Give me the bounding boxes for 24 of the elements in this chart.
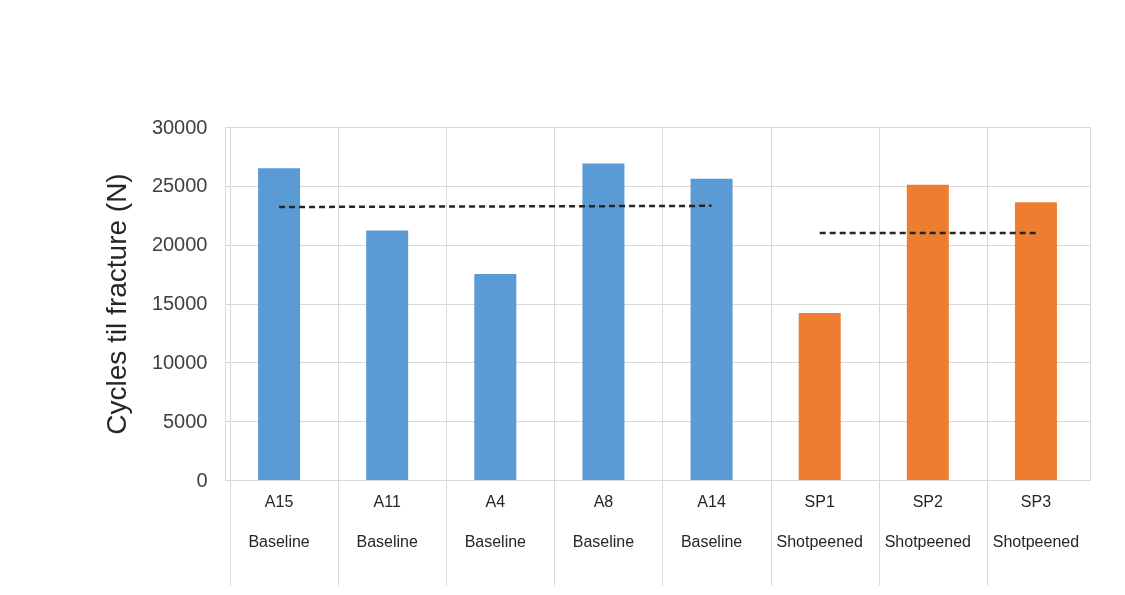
- y-tick-label: 15000: [151, 292, 208, 314]
- y-axis-title: Cycles til fracture (N): [100, 173, 132, 435]
- category-label: A11 Baseline: [356, 492, 418, 550]
- category-label: SP3 Shotpeened: [992, 492, 1080, 550]
- category-label: A8 Baseline: [572, 492, 635, 550]
- y-tick-label: 20000: [151, 233, 208, 256]
- category-label: A15 Baseline: [248, 492, 310, 550]
- category-label: A4 Baseline: [464, 492, 526, 550]
- bar: [582, 163, 625, 480]
- bar: [474, 274, 517, 480]
- bar: [798, 312, 841, 480]
- bar: [366, 230, 409, 480]
- y-tick-label: 5000: [163, 409, 208, 432]
- y-tick-label: 25000: [151, 174, 208, 197]
- bar: [1014, 202, 1057, 480]
- category-label: SP1 Shotpeened: [776, 492, 863, 550]
- category-label: A14 Baseline: [680, 492, 743, 550]
- y-tick-label: 0: [196, 468, 208, 491]
- y-tick-label: 10000: [151, 350, 208, 373]
- bar: [258, 168, 301, 480]
- category-label: SP2 Shotpeened: [884, 492, 971, 550]
- y-tick-label: 30000: [151, 115, 208, 138]
- bar: [906, 184, 949, 480]
- bar: [690, 178, 733, 480]
